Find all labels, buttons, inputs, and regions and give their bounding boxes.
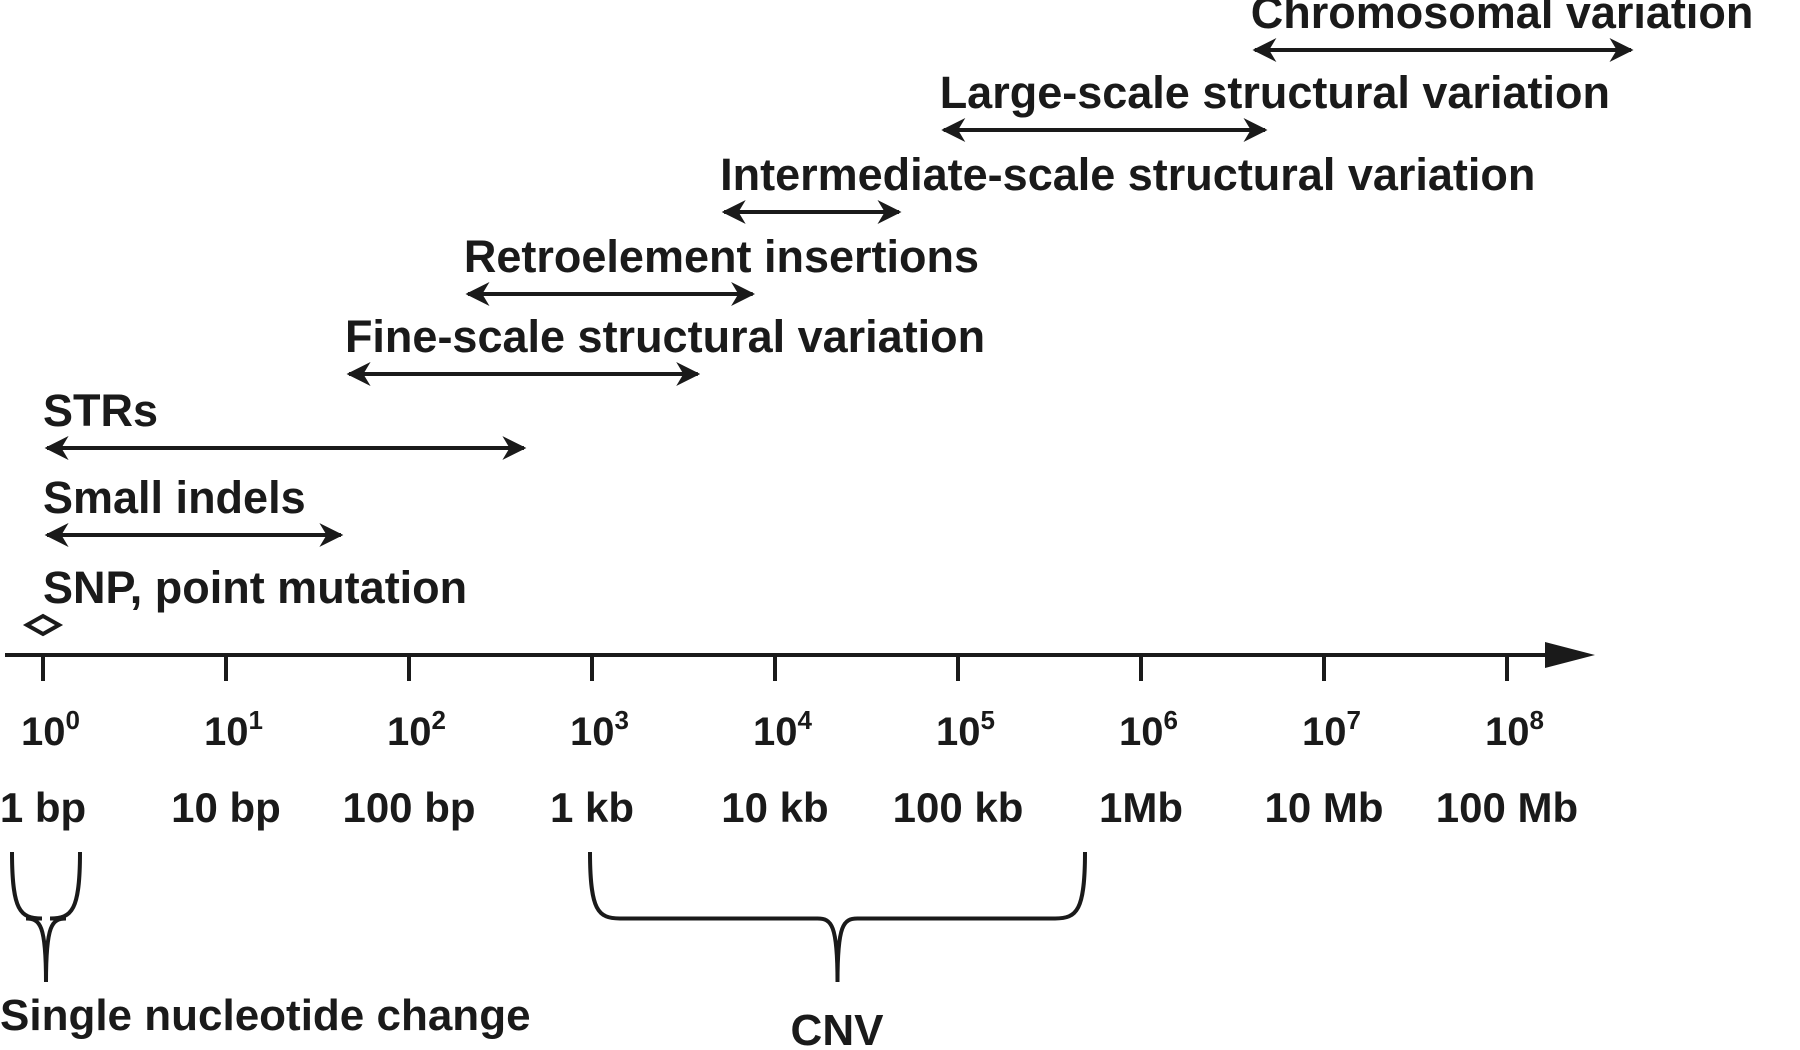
variant-range: SNP, point mutation bbox=[22, 562, 467, 637]
tick-exponent-label: 107 bbox=[1302, 705, 1361, 754]
variant-range: STRs bbox=[43, 385, 527, 460]
variant-range: Chromosomal variation bbox=[1251, 0, 1754, 62]
log-scale-axis: 100 1 bp 101 10 bp 102 100 bp 103 1 kb 104 10 kb 1… bbox=[0, 642, 1595, 831]
cnv-label: CNV bbox=[791, 1006, 885, 1050]
variant-range: Large-scale structural variation bbox=[940, 67, 1610, 142]
single-nucleotide-label: Single nucleotide change bbox=[0, 991, 531, 1040]
tick-size-label: 1 bp bbox=[0, 784, 86, 831]
variant-label: Large-scale structural variation bbox=[940, 67, 1610, 118]
variant-ranges: Chromosomal variation Large-scale structu… bbox=[22, 0, 1754, 637]
variant-label: Small indels bbox=[43, 472, 306, 523]
variant-label: Retroelement insertions bbox=[464, 231, 979, 282]
tick-size-label: 10 bp bbox=[171, 784, 281, 831]
tick-exponent-label: 103 bbox=[570, 705, 629, 754]
tick-exponent-label: 108 bbox=[1485, 705, 1544, 754]
tick-size-label: 1 kb bbox=[550, 784, 634, 831]
axis-arrowhead bbox=[1545, 642, 1595, 668]
cnv-brace bbox=[588, 851, 1087, 983]
tick-exponent-label: 104 bbox=[753, 705, 813, 754]
range-diamond bbox=[22, 613, 64, 637]
variant-range: Small indels bbox=[43, 472, 344, 547]
variant-label: Intermediate-scale structural variation bbox=[720, 149, 1535, 200]
tick-size-label: 10 Mb bbox=[1264, 784, 1383, 831]
tick-size-label: 1Mb bbox=[1099, 784, 1183, 831]
variant-range: Intermediate-scale structural variation bbox=[720, 149, 1535, 224]
tick-exponent-label: 101 bbox=[204, 705, 263, 754]
variant-range: Fine-scale structural variation bbox=[345, 311, 985, 386]
tick-size-label: 100 bp bbox=[342, 784, 475, 831]
category-braces: Single nucleotide change CNV bbox=[0, 851, 1087, 1050]
tick-exponent-label: 102 bbox=[387, 705, 446, 754]
variant-label: Fine-scale structural variation bbox=[345, 311, 985, 362]
variant-label: Chromosomal variation bbox=[1251, 0, 1754, 38]
tick-size-label: 100 kb bbox=[893, 784, 1024, 831]
tick-exponent-label: 105 bbox=[936, 705, 995, 754]
tick-size-label: 10 kb bbox=[721, 784, 828, 831]
single-nucleotide-brace bbox=[10, 851, 82, 983]
variant-label: SNP, point mutation bbox=[43, 562, 467, 613]
tick-exponent-label: 106 bbox=[1119, 705, 1178, 754]
tick-size-label: 100 Mb bbox=[1436, 784, 1578, 831]
tick-exponent-label: 100 bbox=[21, 705, 80, 754]
variant-range: Retroelement insertions bbox=[464, 231, 979, 306]
variant-label: STRs bbox=[43, 385, 158, 436]
